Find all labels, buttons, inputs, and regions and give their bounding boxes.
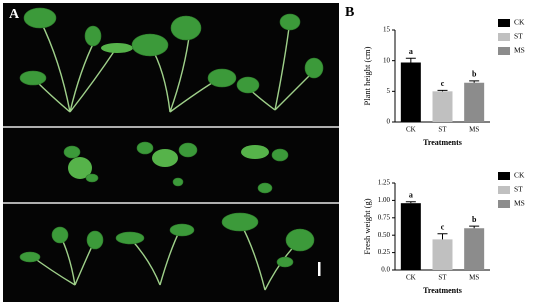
error-bar bbox=[469, 80, 480, 83]
annotation: a bbox=[409, 47, 413, 56]
y-tick-label: 10 bbox=[383, 56, 391, 64]
x-tick-label: MS bbox=[469, 274, 479, 282]
legend-swatch bbox=[498, 47, 510, 55]
error-bar bbox=[437, 233, 448, 240]
bar bbox=[400, 203, 421, 270]
legend-swatch bbox=[498, 33, 510, 41]
annotation: b bbox=[472, 70, 477, 79]
x-tick-label: ST bbox=[438, 126, 447, 134]
y-tick-label: 0.75 bbox=[378, 213, 391, 221]
error-bar bbox=[405, 57, 416, 63]
panel-label: A bbox=[9, 7, 20, 22]
bar bbox=[432, 239, 453, 270]
legend-label: MS bbox=[514, 199, 525, 208]
legend-label: ST bbox=[514, 32, 523, 41]
bar bbox=[464, 228, 485, 270]
y-axis-label: Plant height (cm) bbox=[362, 46, 372, 105]
y-tick-label: 5 bbox=[387, 87, 391, 95]
panel-label: B bbox=[345, 5, 354, 20]
legend-label: CK bbox=[514, 18, 525, 27]
photo-panel bbox=[3, 3, 339, 302]
legend-label: CK bbox=[514, 171, 525, 180]
legend-swatch bbox=[498, 172, 510, 180]
legend-label: ST bbox=[514, 185, 523, 194]
x-axis-label: Treatments bbox=[423, 286, 462, 295]
annotation: c bbox=[441, 79, 445, 88]
y-tick-label: 0.0 bbox=[381, 266, 390, 274]
legend-swatch bbox=[498, 200, 510, 208]
y-tick-label: 0.25 bbox=[378, 248, 391, 256]
error-bar bbox=[469, 225, 480, 229]
x-tick-label: MS bbox=[469, 126, 479, 134]
annotation: c bbox=[441, 223, 445, 232]
bar bbox=[464, 82, 485, 122]
y-tick-label: 0.50 bbox=[378, 231, 391, 239]
annotation: a bbox=[409, 191, 413, 200]
y-tick-label: 1.00 bbox=[378, 196, 391, 204]
y-tick-label: 1.25 bbox=[378, 179, 391, 187]
legend-swatch bbox=[498, 186, 510, 194]
annotation: b bbox=[472, 215, 477, 224]
error-bar bbox=[437, 89, 448, 92]
y-tick-label: 15 bbox=[383, 26, 391, 34]
legend-swatch bbox=[498, 19, 510, 27]
error-bar bbox=[405, 201, 416, 204]
bar bbox=[432, 91, 453, 122]
y-tick-label: 0 bbox=[387, 118, 391, 126]
x-axis-label: Treatments bbox=[423, 138, 462, 147]
x-tick-label: CK bbox=[406, 126, 416, 134]
x-tick-label: ST bbox=[438, 274, 447, 282]
y-axis-label: Fresh weight (g) bbox=[362, 198, 372, 254]
legend-label: MS bbox=[514, 46, 525, 55]
bar bbox=[400, 62, 421, 122]
x-tick-label: CK bbox=[406, 274, 416, 282]
